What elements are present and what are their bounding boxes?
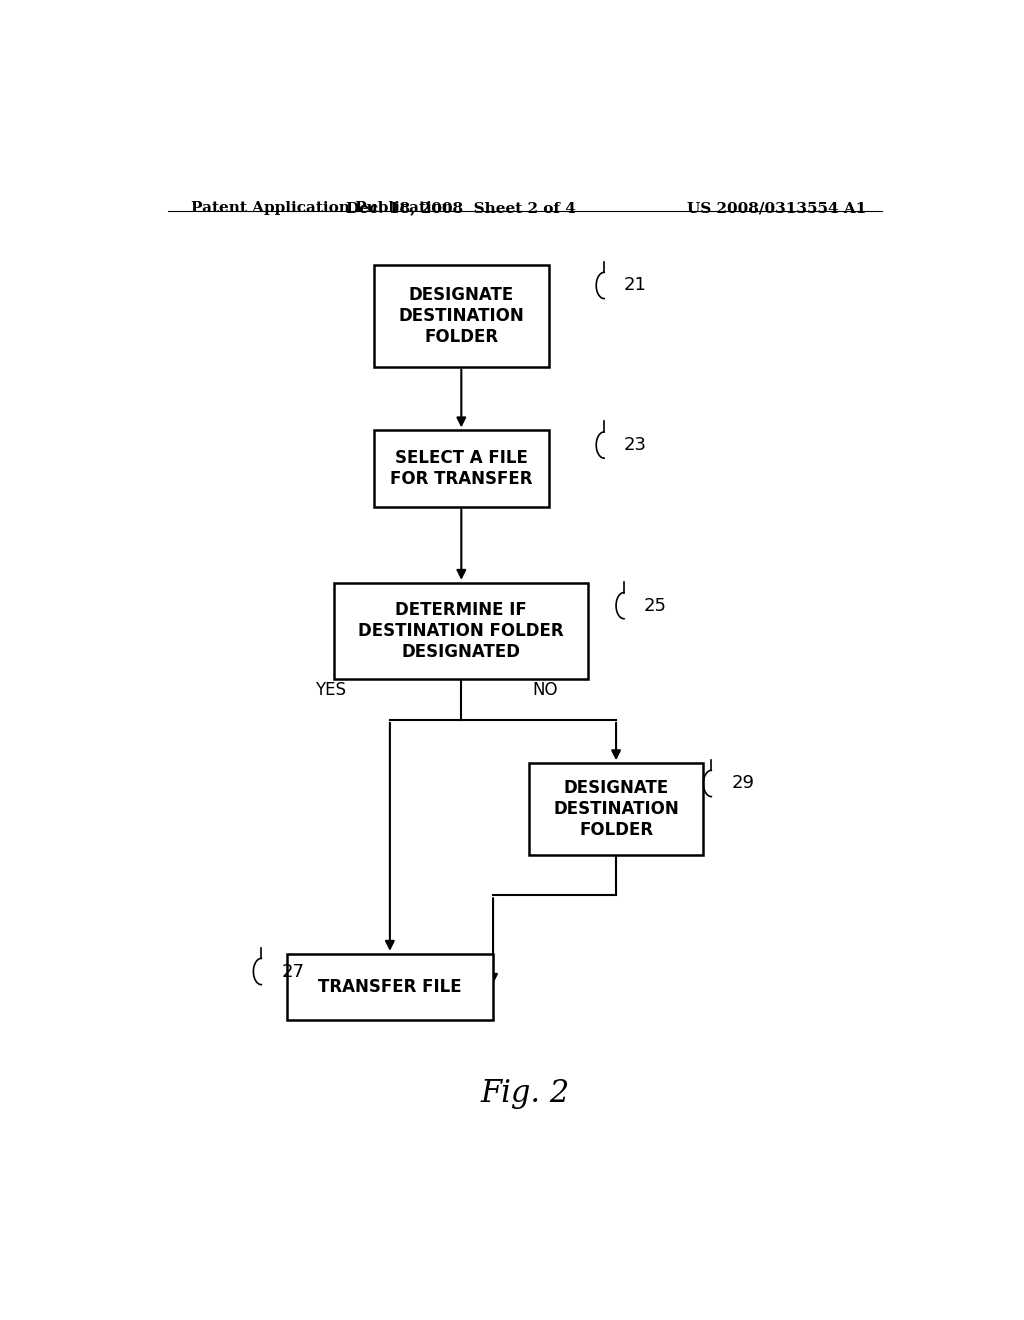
Text: 27: 27 bbox=[282, 962, 304, 981]
Text: 21: 21 bbox=[624, 276, 647, 294]
Text: DESIGNATE
DESTINATION
FOLDER: DESIGNATE DESTINATION FOLDER bbox=[398, 286, 524, 346]
Text: 29: 29 bbox=[731, 775, 754, 792]
Bar bbox=[334, 582, 588, 680]
Text: US 2008/0313554 A1: US 2008/0313554 A1 bbox=[687, 201, 866, 215]
Text: YES: YES bbox=[314, 681, 346, 700]
Text: 25: 25 bbox=[644, 597, 667, 615]
Text: NO: NO bbox=[531, 681, 557, 700]
Bar bbox=[374, 265, 549, 367]
Text: DESIGNATE
DESTINATION
FOLDER: DESIGNATE DESTINATION FOLDER bbox=[553, 779, 679, 838]
Bar bbox=[287, 954, 494, 1020]
Text: Dec. 18, 2008  Sheet 2 of 4: Dec. 18, 2008 Sheet 2 of 4 bbox=[346, 201, 577, 215]
Bar bbox=[374, 430, 549, 507]
Text: Patent Application Publication: Patent Application Publication bbox=[191, 201, 454, 215]
Text: 23: 23 bbox=[624, 436, 647, 454]
Text: Fig. 2: Fig. 2 bbox=[480, 1077, 569, 1109]
Text: DETERMINE IF
DESTINATION FOLDER
DESIGNATED: DETERMINE IF DESTINATION FOLDER DESIGNAT… bbox=[358, 601, 564, 661]
Bar bbox=[528, 763, 703, 854]
Text: SELECT A FILE
FOR TRANSFER: SELECT A FILE FOR TRANSFER bbox=[390, 449, 532, 488]
Text: TRANSFER FILE: TRANSFER FILE bbox=[318, 978, 462, 995]
